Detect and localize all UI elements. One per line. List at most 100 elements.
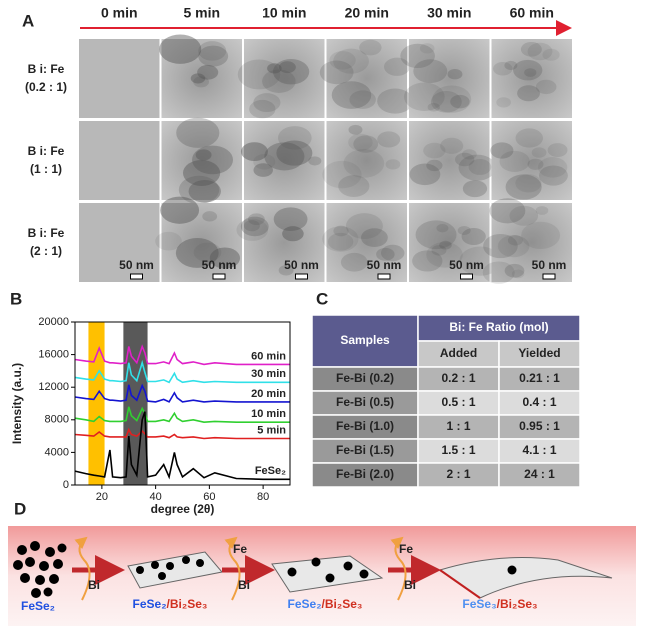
table-cell-text: 0.21 : 1 [519,371,560,385]
sheet-blob [527,42,553,61]
sheet-blob [431,245,447,256]
sheet-blob [520,41,542,57]
row-label: B i: Fe [28,62,65,76]
table-cell [417,414,500,440]
sheet-blob [426,159,443,172]
y-axis-label: Intensity (a.u.) [10,363,24,444]
header-cell: Samples [340,333,390,347]
table-cell [417,462,500,488]
image-frame [409,203,490,282]
sheet-blob [329,51,356,70]
sheet-blob [447,69,463,80]
table-cell-text: Fe-Bi (0.5) [336,395,394,409]
sheet-blob [253,93,281,113]
bi-arrow [224,536,241,601]
row-label: (0.2 : 1) [25,80,67,94]
time-label: 20 min [345,5,389,21]
sheet-blob [381,244,405,262]
image-frame [244,39,325,118]
sheet-blob [192,145,234,175]
sheet-blob [198,45,229,67]
sheet-blob [322,226,359,252]
sheet-blob [458,154,496,181]
sheet-blob [340,252,368,272]
table-cell-text: 1 : 1 [446,419,470,433]
image-frame [161,121,242,200]
sheet-blob [237,59,281,90]
sheet-blob [376,247,395,261]
sheet-blob [531,147,547,158]
sheet-blob [542,48,560,61]
panel-b: B 0 4000 8000 12000 16000 20000 20 40 60 80 60 min 3… [10,289,291,516]
compound-part: FeSe₃ [462,597,496,611]
sheet-blob [308,156,322,166]
sheet-blob [178,175,220,205]
sheet-blob [517,85,540,102]
sheet-blob [155,231,182,251]
table-cell-text: 0.5 : 1 [441,395,475,409]
table-cell [498,438,581,464]
sheet-blob [513,59,543,81]
compound-label: FeSe₂/Bi₂Se₃ [288,597,363,611]
reagent-out: Fe [399,542,413,556]
tem-image [400,39,490,118]
sheet-blob [436,223,449,233]
sheet-blob [483,233,518,259]
header-cell: Bi: Fe Ratio (mol) [449,320,548,334]
image-frame [491,121,572,200]
sheet-blob [439,240,452,250]
fese2-particles [13,541,67,598]
sheet-blob [361,228,388,247]
sheet [271,555,384,593]
sheet-blob [249,99,276,119]
panel-label: A [22,11,34,30]
sheet-blob [535,79,557,95]
sheet [127,551,223,589]
table-cell-text: Fe-Bi (1.0) [336,419,394,433]
compound-part: FeSe₂ [133,597,167,611]
series-line [74,411,290,481]
time-label: 5 min [183,5,220,21]
table-cell [311,438,419,464]
tem-image [237,39,325,119]
time-label: 30 min [427,5,471,21]
image-frame [161,203,242,282]
panel-label: D [14,499,26,518]
sheet-blob [459,246,502,276]
sheet-blob [419,43,435,54]
table-cell [311,314,419,368]
bi-arrow [390,536,407,601]
series-line [74,427,290,440]
table-cell [311,366,419,392]
sheet-blob [253,154,276,170]
image-frame [161,39,242,118]
reagent-in: Bi [88,578,100,592]
sheet-blob [278,265,294,276]
sheet-blob [193,242,222,263]
sheet-blob [353,135,379,153]
sheet-blob [493,61,513,76]
image-frame [79,121,160,200]
tem-image: 50 nm [236,203,325,282]
table-cell-text: 2 : 1 [446,467,470,481]
time-label: 0 min [101,5,138,21]
scale-bar [295,273,308,280]
image-frame [491,39,572,118]
sheet-blob [515,174,542,193]
tem-image: 50 nm [79,203,160,282]
sheet-blob [159,34,202,64]
x-tick-label: 80 [257,491,269,503]
sheet-blob [538,157,568,178]
scale-bar-label: 50 nm [119,258,154,272]
sheet-blob [468,159,492,175]
sheet-blob [409,163,441,186]
scale-bar-label: 50 nm [367,258,402,272]
sheet-blob [413,59,448,84]
sheet-blob [499,150,530,172]
sheet-blob [432,85,472,113]
tem-image [490,121,572,200]
sheet-blob [527,158,544,170]
table-cell [498,366,581,392]
compound-part: /Bi₂Se₃ [167,597,208,611]
